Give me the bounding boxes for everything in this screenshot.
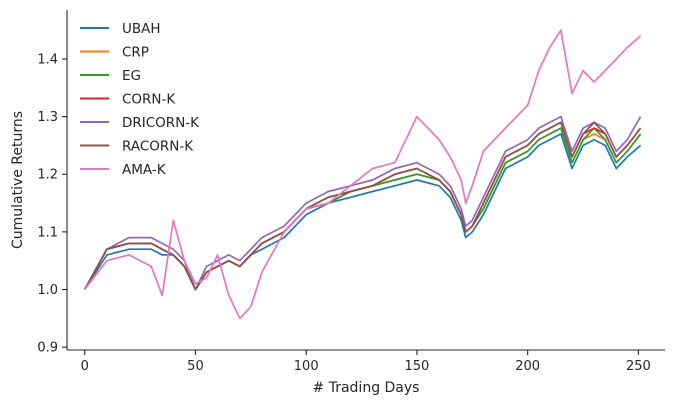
x-tick-label: 100	[294, 359, 319, 374]
y-axis-label: Cumulative Returns	[10, 111, 26, 249]
y-tick-label: 1.1	[37, 225, 58, 240]
series-line-ama-k	[84, 29, 642, 320]
legend-label-crp: CRP	[122, 45, 149, 61]
series-line-ubah	[83, 133, 642, 291]
y-tick-label: 1.2	[37, 168, 58, 183]
legend-label-racorn-k: RACORN-K	[122, 139, 194, 155]
x-tick-label: 200	[515, 359, 540, 374]
x-axis-label: # Trading Days	[313, 380, 420, 396]
x-tick-label: 150	[405, 359, 430, 374]
y-tick-label: 0.9	[37, 341, 58, 356]
y-tick-label: 1.0	[37, 283, 58, 298]
legend-label-eg: EG	[122, 68, 141, 84]
x-tick-label: 250	[626, 359, 651, 374]
series-layer	[83, 29, 642, 320]
legend: UBAH CRP EG CORN-K DRICORN-K RACORN-K AMA-K	[80, 21, 200, 178]
legend-label-ama-k: AMA-K	[122, 162, 167, 178]
legend-label-ubah: UBAH	[122, 21, 161, 37]
legend-label-dricorn-k: DRICORN-K	[122, 115, 200, 131]
x-tick-label: 0	[81, 359, 89, 374]
series-line-racorn-k	[83, 121, 642, 291]
y-tick-label: 1.3	[37, 110, 58, 125]
legend-label-corn-k: CORN-K	[122, 92, 176, 108]
x-tick-label: 50	[187, 359, 204, 374]
ticks-layer: 0 50 100 150 200 250 0.9 1.0 1.1 1.2 1.3 1.4	[37, 52, 651, 374]
y-tick-label: 1.4	[37, 52, 58, 67]
